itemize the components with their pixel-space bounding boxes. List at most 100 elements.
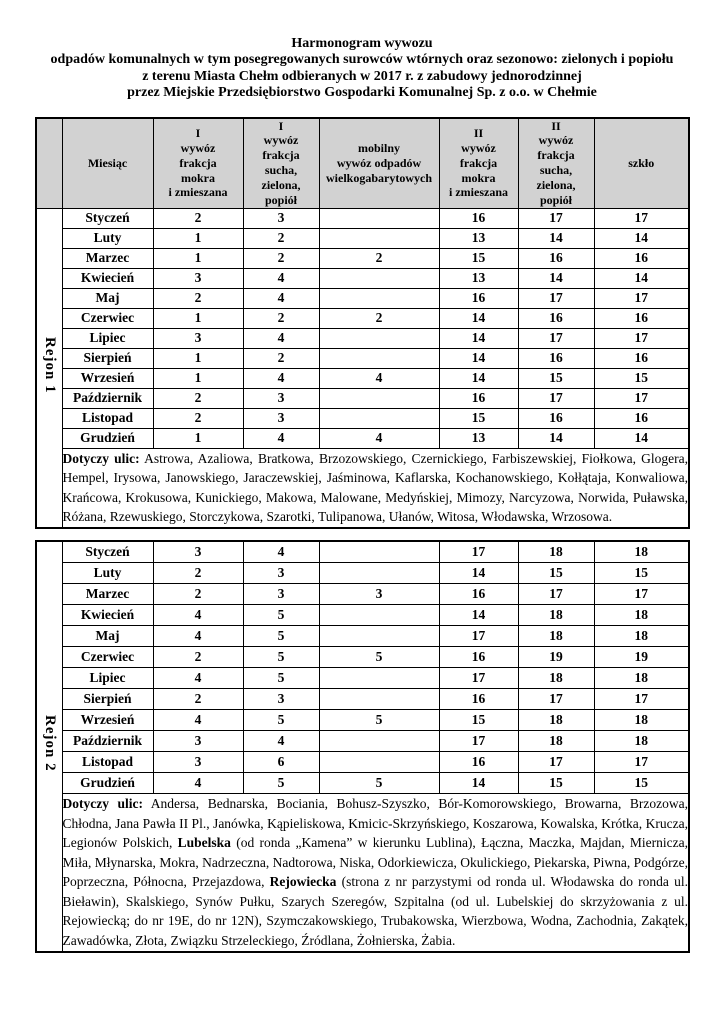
value-cell: 16: [438, 387, 519, 409]
value-cell: 15: [517, 772, 595, 794]
value-cell: 4: [152, 772, 244, 794]
value-cell: 17: [517, 751, 595, 773]
value-cell: 16: [438, 688, 519, 710]
month-cell: Kwiecień: [61, 267, 154, 289]
value-cell: 16: [438, 287, 519, 309]
value-cell: 2: [242, 347, 320, 369]
value-cell: 19: [517, 646, 595, 668]
title-line-4: przez Miejskie Przedsiębiorstwo Gospodar…: [127, 85, 597, 101]
value-cell: 3: [242, 583, 320, 605]
schedule-row: Październik 3 4 17 18 18: [36, 730, 690, 752]
value-cell: 2: [242, 227, 320, 249]
value-cell: 5: [242, 625, 320, 647]
value-cell: 16: [438, 207, 519, 229]
value-cell: [318, 625, 440, 647]
schedule-row: Maj 4 5 17 18 18: [36, 625, 690, 647]
month-cell: Sierpień: [61, 688, 154, 710]
value-cell: 14: [438, 772, 519, 794]
value-cell: 3: [242, 688, 320, 710]
schedule-row: Wrzesień 4 5 5 15 18 18: [36, 709, 690, 731]
schedule-row: Luty 2 3 14 15 15: [36, 562, 690, 584]
schedule-row: Maj 2 4 16 17 17: [36, 287, 690, 309]
value-cell: [318, 667, 440, 689]
value-cell: 15: [517, 367, 595, 389]
value-cell: 14: [517, 267, 595, 289]
month-cell: Styczeń: [61, 207, 154, 229]
value-cell: 4: [152, 709, 244, 731]
value-cell: 16: [517, 247, 595, 269]
value-cell: 17: [517, 583, 595, 605]
month-cell: Lipiec: [61, 667, 154, 689]
value-cell: 14: [438, 604, 519, 626]
value-cell: 15: [517, 562, 595, 584]
streets-text: (strona z nr parzystymi od ronda ul. Wło…: [62, 874, 688, 948]
month-cell: Maj: [61, 287, 154, 309]
header-glass: szkło: [593, 117, 690, 209]
value-cell: [318, 604, 440, 626]
value-cell: 2: [152, 407, 244, 429]
value-cell: 4: [242, 540, 320, 563]
schedule-row: Lipiec 4 5 17 18 18: [36, 667, 690, 689]
value-cell: 18: [593, 709, 690, 731]
schedule-row: Lipiec 3 4 14 17 17: [36, 327, 690, 349]
value-cell: 15: [438, 247, 519, 269]
value-cell: 4: [318, 367, 440, 389]
value-cell: 5: [318, 709, 440, 731]
value-cell: 14: [593, 427, 690, 449]
value-cell: [318, 267, 440, 289]
value-cell: 3: [152, 730, 244, 752]
month-cell: Październik: [61, 387, 154, 409]
value-cell: 16: [593, 247, 690, 269]
value-cell: 17: [517, 207, 595, 229]
value-cell: 17: [517, 688, 595, 710]
value-cell: 16: [593, 347, 690, 369]
streets-bold-text: Dotyczy ulic:: [62, 450, 140, 466]
value-cell: 6: [242, 751, 320, 773]
value-cell: 3: [152, 751, 244, 773]
region-label-cell: Rejon 2: [35, 540, 63, 952]
value-cell: 17: [593, 688, 690, 710]
region-label: Rejon 2: [41, 715, 58, 773]
value-cell: 16: [593, 307, 690, 329]
month-cell: Lipiec: [61, 327, 154, 349]
schedule-row: Marzec 1 2 2 15 16 16: [36, 247, 690, 269]
value-cell: 1: [152, 427, 244, 449]
value-cell: 3: [242, 407, 320, 429]
header-row: Miesiąc I wywóz frakcja mokra i zmieszan…: [35, 117, 690, 209]
value-cell: 17: [593, 327, 690, 349]
value-cell: 17: [593, 207, 690, 229]
streets-text: Andersa, Bednarska, Bociania, Bohusz-Szy…: [62, 796, 688, 851]
value-cell: 17: [517, 287, 595, 309]
month-cell: Styczeń: [61, 540, 154, 563]
value-cell: 3: [242, 562, 320, 584]
header-second-wet-fraction: II wywóz frakcja mokra i zmieszana: [438, 117, 519, 209]
schedule-row: Listopad 3 6 16 17 17: [36, 751, 690, 773]
schedule-row: Wrzesień 1 4 4 14 15 15: [36, 367, 690, 389]
value-cell: 13: [438, 267, 519, 289]
schedule-row: Marzec 2 3 3 16 17 17: [36, 583, 690, 605]
streets-text: (od ronda „Kamena” w kierunku Lublina), …: [62, 835, 689, 890]
table-header: Miesiąc I wywóz frakcja mokra i zmieszan…: [35, 117, 690, 209]
value-cell: 16: [517, 347, 595, 369]
month-cell: Wrzesień: [61, 709, 154, 731]
schedule-row: Kwiecień 3 4 13 14 14: [36, 267, 690, 289]
value-cell: 14: [438, 347, 519, 369]
value-cell: 18: [517, 625, 595, 647]
month-cell: Maj: [61, 625, 154, 647]
value-cell: 4: [242, 287, 320, 309]
value-cell: 2: [152, 387, 244, 409]
value-cell: [318, 562, 440, 584]
value-cell: 17: [593, 583, 690, 605]
value-cell: 18: [517, 709, 595, 731]
value-cell: 14: [593, 267, 690, 289]
value-cell: 2: [152, 688, 244, 710]
month-cell: Marzec: [61, 583, 154, 605]
header-bulky-waste: mobilny wywóz odpadów wielkogabarytowych: [318, 117, 440, 209]
value-cell: 16: [438, 751, 519, 773]
region-label: Rejon 1: [41, 337, 58, 394]
header-first-dry-fraction: I wywóz frakcja sucha, zielona, popiół: [242, 117, 320, 209]
schedule-row: Luty 1 2 13 14 14: [36, 227, 690, 249]
value-cell: [318, 688, 440, 710]
value-cell: 14: [438, 562, 519, 584]
